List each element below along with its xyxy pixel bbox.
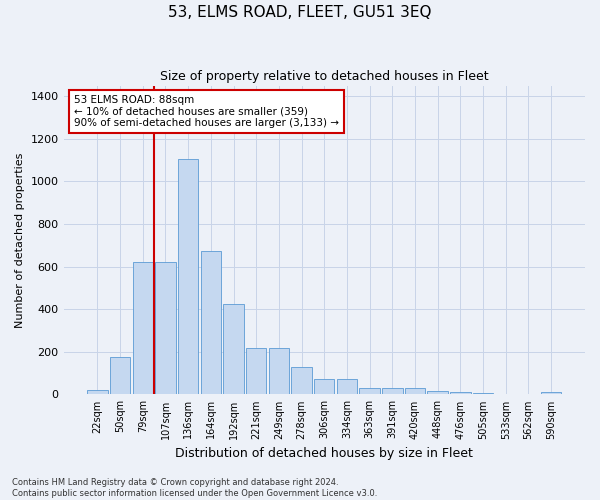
Text: 53 ELMS ROAD: 88sqm
← 10% of detached houses are smaller (359)
90% of semi-detac: 53 ELMS ROAD: 88sqm ← 10% of detached ho…: [74, 95, 339, 128]
Bar: [314, 379, 334, 394]
X-axis label: Distribution of detached houses by size in Fleet: Distribution of detached houses by size …: [175, 447, 473, 460]
Bar: [269, 348, 289, 395]
Bar: [133, 262, 153, 394]
Bar: [292, 366, 312, 394]
Bar: [246, 348, 266, 395]
Title: Size of property relative to detached houses in Fleet: Size of property relative to detached ho…: [160, 70, 488, 83]
Bar: [110, 357, 130, 395]
Bar: [405, 388, 425, 394]
Bar: [223, 304, 244, 394]
Bar: [178, 159, 199, 394]
Text: 53, ELMS ROAD, FLEET, GU51 3EQ: 53, ELMS ROAD, FLEET, GU51 3EQ: [168, 5, 432, 20]
Bar: [450, 392, 470, 394]
Bar: [155, 262, 176, 394]
Bar: [200, 250, 221, 394]
Text: Contains HM Land Registry data © Crown copyright and database right 2024.
Contai: Contains HM Land Registry data © Crown c…: [12, 478, 377, 498]
Bar: [337, 379, 357, 394]
Bar: [541, 392, 561, 394]
Bar: [382, 388, 403, 394]
Bar: [87, 390, 107, 394]
Bar: [427, 390, 448, 394]
Bar: [359, 388, 380, 394]
Y-axis label: Number of detached properties: Number of detached properties: [15, 152, 25, 328]
